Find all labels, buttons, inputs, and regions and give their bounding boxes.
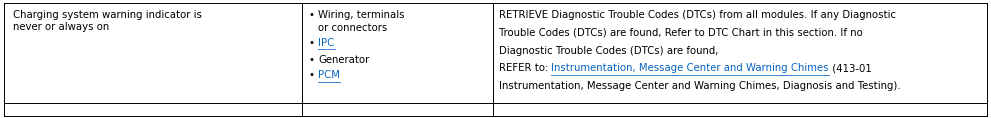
Text: REFER to:: REFER to: (498, 63, 551, 73)
Text: Instrumentation, Message Center and Warning Chimes: Instrumentation, Message Center and Warn… (551, 63, 828, 73)
Text: Instrumentation, Message Center and Warning Chimes, Diagnosis and Testing).: Instrumentation, Message Center and Warn… (498, 81, 901, 91)
Text: Charging system warning indicator is
never or always on: Charging system warning indicator is nev… (13, 10, 202, 32)
Text: (413-01: (413-01 (828, 63, 871, 73)
Text: •: • (308, 10, 314, 20)
Text: PCM: PCM (318, 70, 340, 80)
Text: Wiring, terminals
or connectors: Wiring, terminals or connectors (318, 10, 404, 33)
Text: •: • (308, 38, 314, 48)
Text: •: • (308, 70, 314, 80)
Text: Generator: Generator (318, 55, 370, 65)
Text: Trouble Codes (DTCs) are found, Refer to DTC Chart in this section. If no: Trouble Codes (DTCs) are found, Refer to… (498, 28, 862, 38)
Text: Diagnostic Trouble Codes (DTCs) are found,: Diagnostic Trouble Codes (DTCs) are foun… (498, 46, 718, 56)
Text: RETRIEVE Diagnostic Trouble Codes (DTCs) from all modules. If any Diagnostic: RETRIEVE Diagnostic Trouble Codes (DTCs)… (498, 10, 896, 20)
Text: IPC: IPC (318, 38, 335, 48)
Text: •: • (308, 55, 314, 65)
